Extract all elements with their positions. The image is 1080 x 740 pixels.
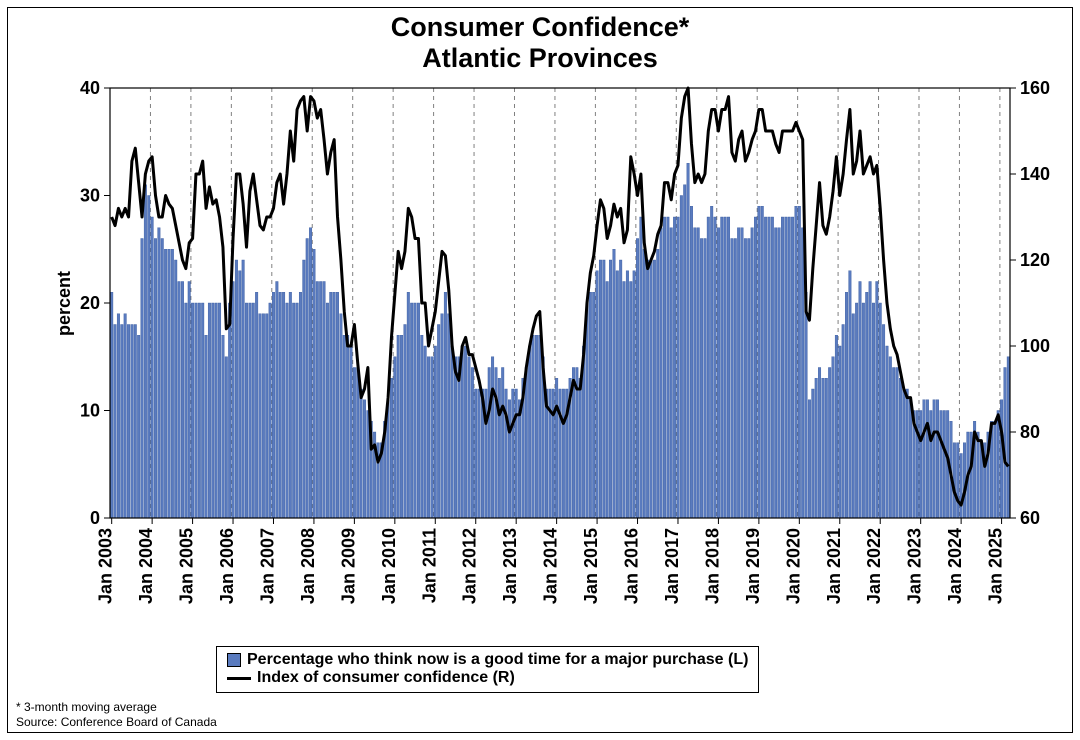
svg-text:0: 0 xyxy=(90,508,100,528)
legend-swatch-line xyxy=(227,677,251,680)
svg-text:60: 60 xyxy=(1020,508,1040,528)
legend-label-line: Index of consumer confidence (R) xyxy=(257,669,515,687)
chart-title-line1: Consumer Confidence* xyxy=(0,12,1080,43)
footnote-line-2: Source: Conference Board of Canada xyxy=(16,715,217,730)
svg-text:Jan 2018: Jan 2018 xyxy=(702,528,722,604)
svg-text:100: 100 xyxy=(1020,336,1050,356)
svg-text:Jan 2008: Jan 2008 xyxy=(298,528,318,604)
svg-text:Jan 2014: Jan 2014 xyxy=(541,528,561,604)
svg-text:Jan 2013: Jan 2013 xyxy=(500,528,520,604)
chart-title-line2: Atlantic Provinces xyxy=(0,43,1080,74)
svg-text:30: 30 xyxy=(80,186,100,206)
svg-text:Jan 2012: Jan 2012 xyxy=(460,528,480,604)
svg-text:40: 40 xyxy=(80,78,100,98)
legend-item-bars: Percentage who think now is a good time … xyxy=(227,651,748,669)
svg-text:Jan 2006: Jan 2006 xyxy=(217,528,237,604)
svg-text:Jan 2015: Jan 2015 xyxy=(581,528,601,604)
svg-text:Jan 2017: Jan 2017 xyxy=(662,528,682,604)
svg-text:Jan 2023: Jan 2023 xyxy=(905,528,925,604)
footnote-line-1: * 3-month moving average xyxy=(16,700,217,715)
svg-text:140: 140 xyxy=(1020,164,1050,184)
chart-frame: Consumer Confidence* Atlantic Provinces … xyxy=(0,0,1080,740)
footnotes: * 3-month moving average Source: Confere… xyxy=(16,700,217,730)
svg-text:160: 160 xyxy=(1020,78,1050,98)
chart-title: Consumer Confidence* Atlantic Provinces xyxy=(0,12,1080,74)
svg-text:Jan 2024: Jan 2024 xyxy=(945,528,965,604)
svg-text:Jan 2004: Jan 2004 xyxy=(136,528,156,604)
svg-text:Jan 2010: Jan 2010 xyxy=(379,528,399,604)
legend-swatch-bar xyxy=(227,653,241,667)
svg-text:Jan 2019: Jan 2019 xyxy=(743,528,763,604)
svg-text:Jan 2007: Jan 2007 xyxy=(257,528,277,604)
svg-text:120: 120 xyxy=(1020,250,1050,270)
svg-text:Jan 2003: Jan 2003 xyxy=(96,528,116,604)
svg-text:Jan 2011: Jan 2011 xyxy=(419,528,439,603)
svg-text:Jan 2021: Jan 2021 xyxy=(824,528,844,604)
y-axis-left-label: percent xyxy=(54,271,75,336)
svg-text:80: 80 xyxy=(1020,422,1040,442)
svg-text:Jan 2009: Jan 2009 xyxy=(338,528,358,604)
svg-text:10: 10 xyxy=(80,401,100,421)
svg-text:20: 20 xyxy=(80,293,100,313)
svg-text:Jan 2022: Jan 2022 xyxy=(864,528,884,604)
svg-text:Jan 2005: Jan 2005 xyxy=(177,528,197,604)
svg-text:Jan 2020: Jan 2020 xyxy=(783,528,803,604)
legend-label-bars: Percentage who think now is a good time … xyxy=(247,651,748,669)
svg-text:Jan 2025: Jan 2025 xyxy=(986,528,1006,604)
plot-area: 0102030406080100120140160Jan 2003Jan 200… xyxy=(110,88,1010,518)
svg-text:Jan 2016: Jan 2016 xyxy=(622,528,642,604)
legend: Percentage who think now is a good time … xyxy=(216,646,759,693)
legend-item-line: Index of consumer confidence (R) xyxy=(227,669,748,687)
